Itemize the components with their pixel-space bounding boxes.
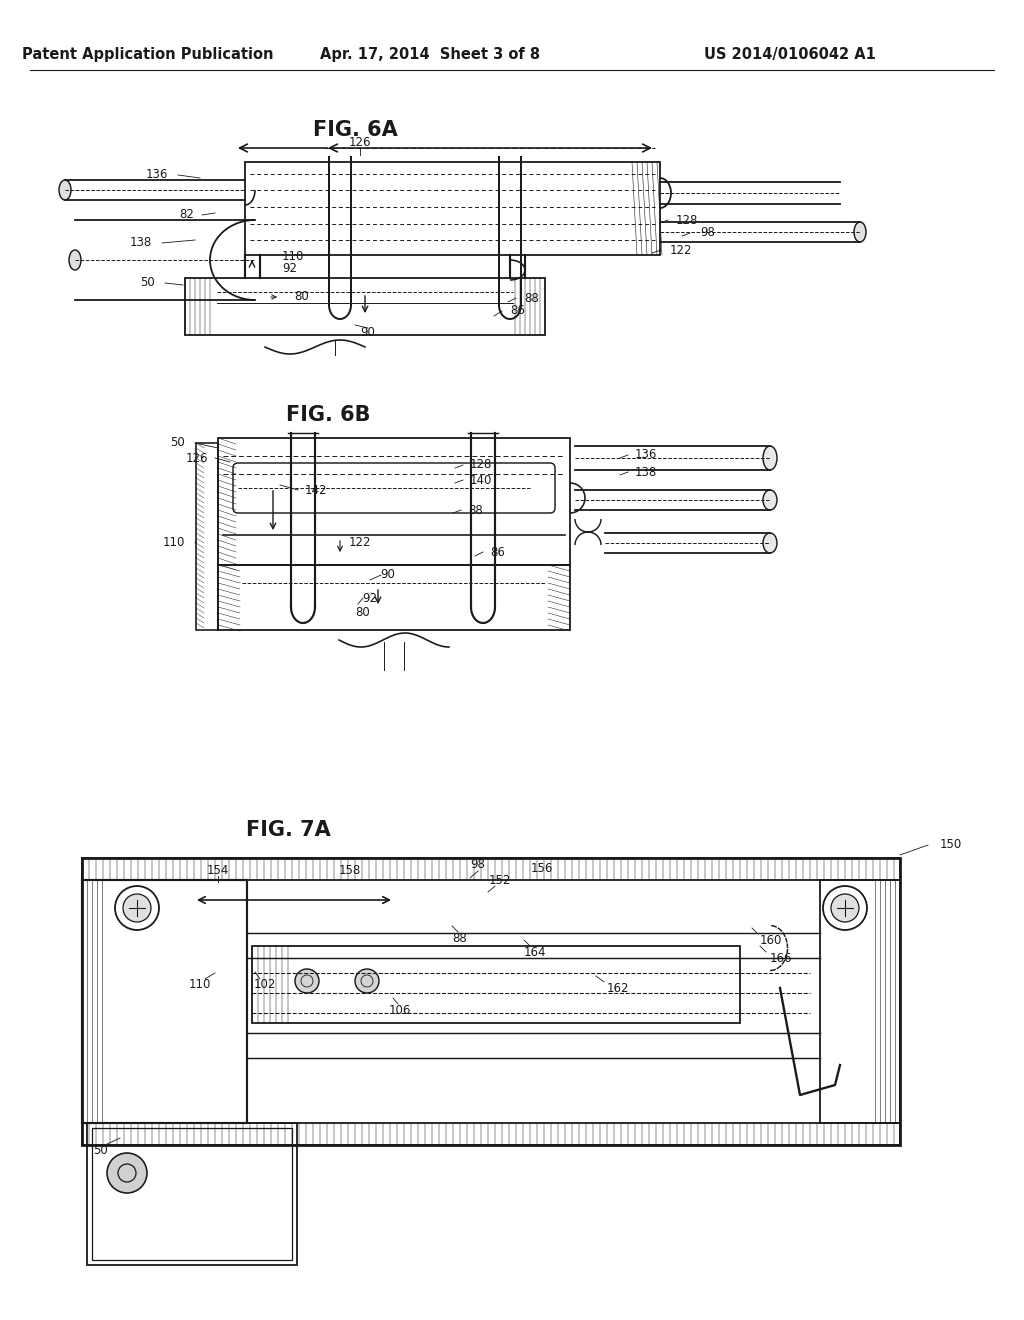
Text: 160: 160 (760, 933, 782, 946)
Bar (196, 444, 218, 630)
Text: US 2014/0106042 A1: US 2014/0106042 A1 (705, 48, 876, 62)
Text: 88: 88 (524, 292, 539, 305)
Text: 98: 98 (700, 227, 715, 239)
Text: 90: 90 (381, 569, 395, 582)
Text: 150: 150 (940, 838, 963, 851)
Text: 156: 156 (530, 862, 553, 874)
Text: 80: 80 (295, 290, 309, 304)
Bar (218, 565, 570, 630)
Bar (82, 1123, 900, 1144)
Text: 138: 138 (130, 236, 152, 249)
Ellipse shape (763, 490, 777, 510)
Ellipse shape (763, 533, 777, 553)
Text: 128: 128 (470, 458, 493, 471)
Circle shape (106, 1152, 147, 1193)
Circle shape (123, 894, 151, 921)
Text: Patent Application Publication: Patent Application Publication (23, 48, 273, 62)
Text: 110: 110 (163, 536, 185, 549)
Text: 50: 50 (140, 276, 155, 289)
Ellipse shape (854, 222, 866, 242)
Bar (820, 880, 900, 1123)
Circle shape (355, 969, 379, 993)
Text: FIG. 7A: FIG. 7A (246, 820, 331, 840)
Circle shape (831, 894, 859, 921)
Text: 126: 126 (185, 451, 208, 465)
Text: 98: 98 (471, 858, 485, 871)
Bar (92, 1129, 292, 1261)
Text: 162: 162 (607, 982, 630, 994)
Text: 50: 50 (170, 437, 185, 450)
Text: 106: 106 (389, 1003, 412, 1016)
Text: 88: 88 (453, 932, 467, 945)
Text: 154: 154 (207, 863, 229, 876)
Circle shape (115, 886, 159, 931)
Text: 80: 80 (355, 606, 371, 619)
Text: 102: 102 (254, 978, 276, 991)
Bar (185, 279, 545, 335)
Text: 122: 122 (349, 536, 372, 549)
Bar (252, 946, 740, 1023)
Circle shape (295, 969, 319, 993)
Text: 142: 142 (305, 483, 328, 496)
Text: 158: 158 (339, 863, 361, 876)
Text: 50: 50 (92, 1143, 108, 1156)
Ellipse shape (763, 446, 777, 470)
Text: 90: 90 (360, 326, 376, 339)
Text: 140: 140 (470, 474, 493, 487)
Text: 110: 110 (188, 978, 211, 991)
Bar (82, 858, 900, 1144)
Text: 164: 164 (523, 945, 546, 958)
Text: 88: 88 (468, 503, 482, 516)
Bar (218, 438, 570, 565)
Text: 138: 138 (635, 466, 657, 479)
Text: 128: 128 (676, 214, 698, 227)
Text: 92: 92 (282, 261, 297, 275)
Ellipse shape (59, 180, 71, 201)
Text: 86: 86 (510, 305, 525, 318)
Bar (82, 858, 900, 880)
Text: 126: 126 (349, 136, 372, 149)
Text: FIG. 6B: FIG. 6B (286, 405, 371, 425)
Text: 86: 86 (490, 545, 505, 558)
Text: 136: 136 (635, 449, 657, 462)
Bar (245, 162, 660, 255)
Text: 92: 92 (362, 591, 378, 605)
Text: 110: 110 (282, 251, 304, 264)
Text: FIG. 6A: FIG. 6A (312, 120, 397, 140)
Ellipse shape (69, 249, 81, 271)
Text: Apr. 17, 2014  Sheet 3 of 8: Apr. 17, 2014 Sheet 3 of 8 (319, 48, 540, 62)
Circle shape (823, 886, 867, 931)
Bar (87, 1123, 297, 1265)
Text: 82: 82 (179, 209, 194, 222)
Text: 152: 152 (488, 874, 511, 887)
Text: 122: 122 (670, 243, 692, 256)
Text: 166: 166 (770, 952, 793, 965)
Bar (82, 880, 247, 1123)
Text: 136: 136 (145, 169, 168, 181)
